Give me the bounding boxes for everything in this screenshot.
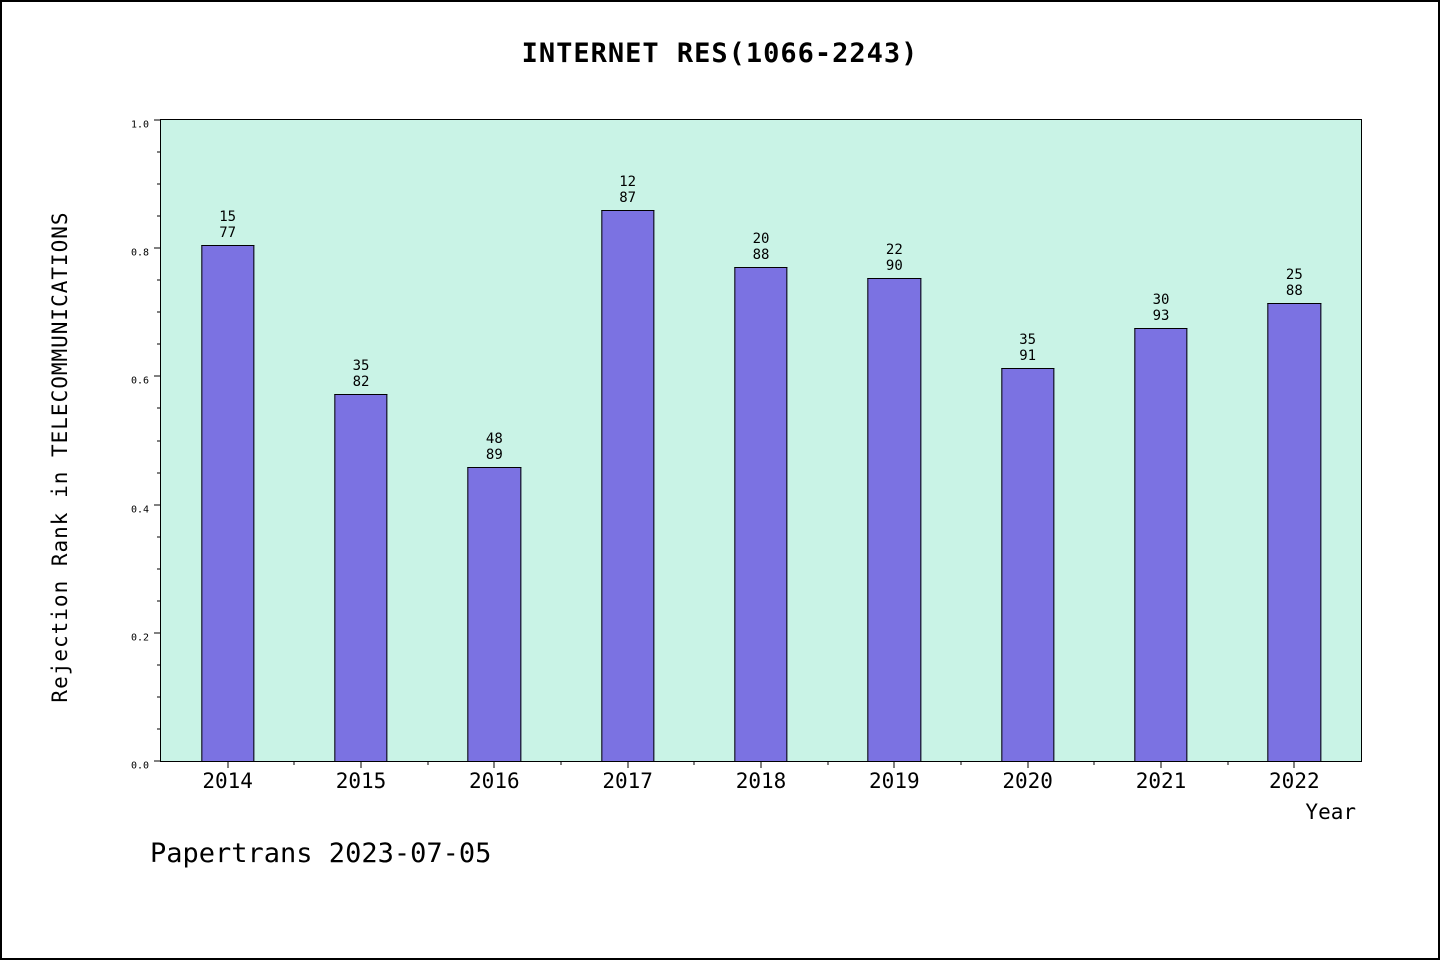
x-axis-tick xyxy=(627,761,629,768)
chart-title: INTERNET RES(1066-2243) xyxy=(521,38,919,69)
bar-label-top: 30 xyxy=(1152,292,1170,309)
y-axis-minor-tick xyxy=(157,440,161,441)
x-axis-tick xyxy=(493,761,495,768)
x-axis-minor-tick xyxy=(560,761,562,765)
x-axis-tick xyxy=(227,761,229,768)
y-axis-minor-tick xyxy=(157,728,161,730)
y-axis-minor-tick xyxy=(157,568,161,570)
y-axis-minor-tick xyxy=(157,279,161,281)
bar-2015 xyxy=(334,393,388,761)
y-axis-tick xyxy=(154,119,161,121)
y-axis-tick xyxy=(154,375,161,377)
x-axis-tick-label-2018: 2018 xyxy=(735,769,787,793)
x-axis-tick-label-2019: 2019 xyxy=(869,769,920,793)
bar-2022 xyxy=(1267,303,1321,761)
y-axis-tick xyxy=(154,247,161,249)
bar-label-bottom: 88 xyxy=(752,247,770,264)
x-axis-tick-label-2022: 2022 xyxy=(1269,769,1320,793)
y-axis-tick xyxy=(154,760,161,762)
x-axis-label: Year xyxy=(1305,800,1356,824)
y-axis-label: Rejection Rank in TELECOMMUNICATIONS xyxy=(48,211,72,703)
bar-label-top: 48 xyxy=(485,430,503,447)
y-axis-minor-tick xyxy=(157,472,161,474)
bar-2021 xyxy=(1134,328,1188,761)
y-axis-minor-tick xyxy=(157,151,161,153)
x-axis-minor-tick xyxy=(427,761,429,765)
bar-label-2022: 25 88 xyxy=(1286,267,1303,299)
bar-2018 xyxy=(734,267,788,761)
bar-2017 xyxy=(600,209,655,761)
bar-label-top: 12 xyxy=(619,173,637,190)
x-axis-tick xyxy=(1027,761,1029,768)
bar-label-top: 35 xyxy=(352,357,370,374)
x-axis-tick xyxy=(1160,761,1162,768)
bar-label-2017: 12 87 xyxy=(619,174,636,206)
y-axis-tick-label: 0.6 xyxy=(130,375,149,387)
x-axis-minor-tick xyxy=(1093,761,1095,765)
bar-label-2018: 20 88 xyxy=(753,231,770,263)
bar-2020 xyxy=(1000,368,1055,761)
bar-label-2019: 22 90 xyxy=(886,242,903,274)
y-axis-minor-tick xyxy=(157,215,161,217)
bar-label-bottom: 90 xyxy=(885,258,903,275)
y-axis-tick-label: 0.0 xyxy=(130,760,149,772)
y-axis-minor-tick xyxy=(157,600,161,602)
bar-label-top: 35 xyxy=(1019,332,1037,349)
x-axis-tick-label-2015: 2015 xyxy=(335,769,387,793)
bar-label-bottom: 77 xyxy=(219,224,237,241)
bar-label-bottom: 82 xyxy=(352,373,370,390)
bar-label-2014: 15 77 xyxy=(219,209,236,241)
y-axis-minor-tick xyxy=(157,343,161,345)
y-axis-tick-label: 0.8 xyxy=(130,247,149,259)
bar-label-bottom: 89 xyxy=(485,446,503,463)
y-axis-minor-tick xyxy=(157,696,161,698)
y-axis-tick-label: 0.2 xyxy=(130,632,149,644)
x-axis-minor-tick xyxy=(293,761,295,765)
y-axis-minor-tick xyxy=(157,407,161,409)
x-axis-tick-label-2021: 2021 xyxy=(1135,769,1187,793)
y-axis-minor-tick xyxy=(157,183,161,185)
bar-label-top: 22 xyxy=(885,242,903,259)
plot-area: 15 77 35 82 48 89 12 87 20 88 22 90 35 91 30 93 25 88 0.0 0… xyxy=(131,119,1362,793)
caption-text: Papertrans 2023-07-05 xyxy=(150,838,492,869)
bar-label-bottom: 91 xyxy=(1019,348,1037,365)
x-axis-tick-label-2020: 2020 xyxy=(1002,769,1053,793)
y-axis-tick-label: 0.4 xyxy=(130,504,149,516)
x-axis-minor-tick xyxy=(827,761,829,765)
bar-label-bottom: 87 xyxy=(619,189,637,206)
bar-2016 xyxy=(467,466,521,761)
x-axis-tick xyxy=(760,761,762,768)
bar-2014 xyxy=(200,245,255,761)
x-axis-tick-label-2014: 2014 xyxy=(202,769,253,793)
x-axis-tick xyxy=(893,761,895,768)
x-axis-minor-tick xyxy=(1227,761,1229,765)
y-axis-minor-tick xyxy=(157,311,161,313)
bar-2019 xyxy=(867,278,921,761)
bar-label-2016: 48 89 xyxy=(486,431,503,463)
y-axis-tick xyxy=(154,504,161,506)
bar-label-top: 20 xyxy=(752,231,770,248)
x-axis-minor-tick xyxy=(960,761,962,765)
bar-label-top: 25 xyxy=(1285,267,1303,284)
bar-label-bottom: 93 xyxy=(1152,308,1170,325)
y-axis-tick xyxy=(154,632,161,634)
y-axis-tick-label: 1.0 xyxy=(130,119,149,131)
y-axis-minor-tick xyxy=(157,664,161,666)
x-axis-tick xyxy=(1293,761,1295,768)
x-axis-tick-label-2016: 2016 xyxy=(469,769,520,793)
y-axis-minor-tick xyxy=(157,536,161,538)
x-axis-tick xyxy=(360,761,362,768)
bar-label-bottom: 88 xyxy=(1285,283,1303,300)
bar-label-top: 15 xyxy=(219,208,237,225)
bar-label-2021: 30 93 xyxy=(1153,292,1170,324)
x-axis-minor-tick xyxy=(693,761,695,765)
x-axis-tick-label-2017: 2017 xyxy=(602,769,653,793)
bar-label-2015: 35 82 xyxy=(353,358,370,390)
bar-label-2020: 35 91 xyxy=(1019,332,1036,364)
